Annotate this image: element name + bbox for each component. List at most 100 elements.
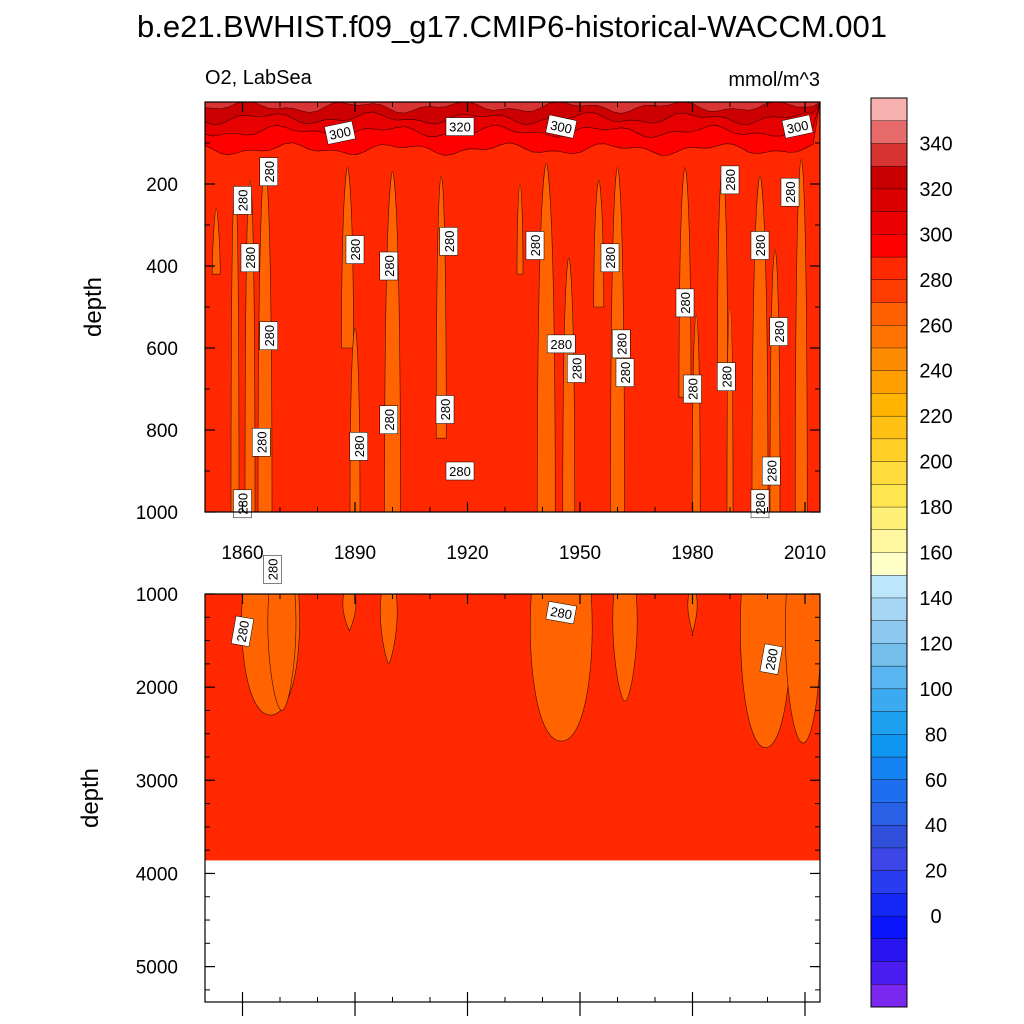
- upper-contour-label-box: [720, 165, 740, 195]
- upper-contour-label-34: 300: [781, 114, 814, 139]
- upper-contour-label-24: 280: [720, 165, 740, 195]
- upper-contour-label-text: 320: [449, 120, 471, 135]
- upper-x-tick-label: 1920: [446, 543, 488, 564]
- colorbar: 3403203002802602402202001801601401201008…: [870, 97, 953, 1008]
- upper-contour-label-15: 280: [445, 461, 475, 481]
- upper-panel: 2802802802802802802802802802802802802802…: [80, 101, 826, 654]
- colorbar-swatch-38: [870, 938, 908, 963]
- colorbar-label: 300: [919, 224, 952, 246]
- colorbar-swatch-16: [870, 438, 908, 463]
- upper-contour-label-box: [379, 251, 398, 281]
- colorbar-label: 200: [919, 452, 952, 474]
- upper-contour-label-text: 280: [262, 325, 277, 347]
- surface-layer-350: [205, 102, 820, 114]
- upper-contour-label-text: 280: [236, 190, 251, 212]
- upper-contour-label-text: 280: [719, 366, 734, 388]
- colorbar-swatch-29: [870, 734, 908, 758]
- lower-contour-label-2: 280: [545, 601, 577, 625]
- lower-plume-4: [380, 594, 398, 665]
- upper-contour-label-29: 280: [750, 489, 770, 519]
- upper-contour-label-13: 280: [439, 227, 458, 256]
- upper-contour-label-box: [439, 227, 458, 256]
- colorbar-swatch-35: [870, 870, 908, 894]
- upper-contour-label-text: 280: [764, 460, 779, 482]
- upper-contour-label-3: 280: [240, 243, 260, 273]
- upper-contour-label-box: [233, 186, 252, 215]
- colorbar-label: 120: [919, 633, 952, 655]
- colorbar-label: 260: [919, 315, 952, 337]
- upper-axes: 200 400 600 800 1000 1860 1890 1920 1950 1980 2010: [136, 101, 826, 564]
- upper-contour-label-text: 280: [603, 247, 618, 269]
- lower-y-tick-label: 5000: [136, 958, 178, 979]
- colorbar-swatch-26: [870, 665, 908, 690]
- colorbar-swatch-22: [870, 575, 908, 599]
- upper-contour-label-text: 280: [243, 247, 258, 269]
- lower-y-tick-label: 4000: [136, 864, 178, 885]
- upper-contour-label-text: 280: [753, 235, 768, 257]
- upper-contour-label-text: 280: [783, 181, 798, 203]
- upper-contour-label-9: 280: [345, 235, 365, 264]
- upper-plume-2: [230, 183, 240, 512]
- colorbar-label: 140: [919, 588, 952, 610]
- upper-contour-label-text: 280: [382, 409, 397, 431]
- upper-plume-20: [794, 159, 808, 512]
- colorbar-swatch-6: [870, 211, 908, 235]
- variable-label: O2, LabSea: [205, 67, 313, 89]
- upper-contour-label-20: 280: [612, 329, 631, 359]
- lower-y-tick-label: 2000: [136, 678, 178, 699]
- upper-contour-label-19: 280: [600, 243, 620, 273]
- upper-contour-label-box: [252, 428, 271, 457]
- upper-contour-label-text: 280: [382, 255, 397, 277]
- upper-contour-label-text: 300: [549, 117, 573, 136]
- upper-contour-label-box: [240, 243, 260, 273]
- colorbar-label: 100: [919, 679, 952, 701]
- upper-contour-label-box: [567, 354, 586, 383]
- lower-plume-6: [612, 594, 638, 702]
- upper-contour-label-2: 280: [259, 157, 278, 186]
- lower-plume-7: [687, 594, 698, 637]
- lower-contour-label-1: 280: [230, 615, 255, 647]
- upper-contour-label-box: [600, 243, 620, 273]
- colorbar-label: 160: [919, 543, 952, 565]
- colorbar-swatch-11: [870, 325, 908, 349]
- lower-contour-label-text: 280: [762, 647, 781, 671]
- colorbar-label: 0: [930, 906, 941, 928]
- lower-y-tick-label: 1000: [136, 585, 178, 606]
- colorbar-label: 340: [919, 133, 952, 155]
- upper-contour-label-box: [547, 334, 576, 354]
- colorbar-swatch-20: [870, 529, 908, 554]
- colorbar-swatch-31: [870, 779, 908, 803]
- upper-contour-label-18: 280: [567, 354, 586, 383]
- lower-field-background: [205, 594, 820, 861]
- colorbar-swatch-8: [870, 256, 908, 281]
- upper-contour-label-text: 280: [723, 169, 738, 191]
- upper-contour-label-text: 280: [772, 321, 787, 343]
- colorbar-swatch-28: [870, 711, 908, 735]
- upper-contour-label-10: 280: [379, 251, 398, 281]
- colorbar-swatch-37: [870, 915, 908, 940]
- upper-y-tick-label: 400: [146, 257, 178, 278]
- colorbar-swatch-19: [870, 506, 908, 531]
- upper-contour-label-text: 280: [614, 333, 629, 355]
- lower-contour-label-box: [230, 615, 255, 647]
- upper-contour-label-23: 280: [683, 374, 702, 404]
- upper-contour-label-box: [324, 120, 356, 145]
- colorbar-frame: [870, 97, 908, 1008]
- lower-contour-field: [205, 594, 820, 861]
- upper-contour-label-text: 280: [442, 231, 457, 253]
- lower-panel: 280 280 280 1000 2000 3000 4000 5000 depth: [77, 585, 821, 1016]
- upper-contour-label-4: 280: [259, 321, 278, 350]
- upper-contour-label-26: 280: [750, 231, 770, 260]
- colorbar-swatch-30: [870, 756, 908, 781]
- upper-contour-label-box: [675, 288, 695, 318]
- colorbar-swatch-39: [870, 961, 908, 985]
- upper-contour-label-text: 280: [753, 493, 768, 515]
- upper-contour-label-17: 280: [547, 334, 576, 354]
- colorbar-swatch-9: [870, 279, 908, 304]
- lower-ylabel: depth: [77, 768, 104, 828]
- colorbar-label: 40: [925, 815, 947, 837]
- colorbar-swatch-32: [870, 802, 908, 826]
- colorbar-swatch-1: [870, 97, 908, 122]
- upper-contour-label-text: 280: [438, 399, 453, 421]
- upper-y-tick-label: 800: [146, 421, 178, 442]
